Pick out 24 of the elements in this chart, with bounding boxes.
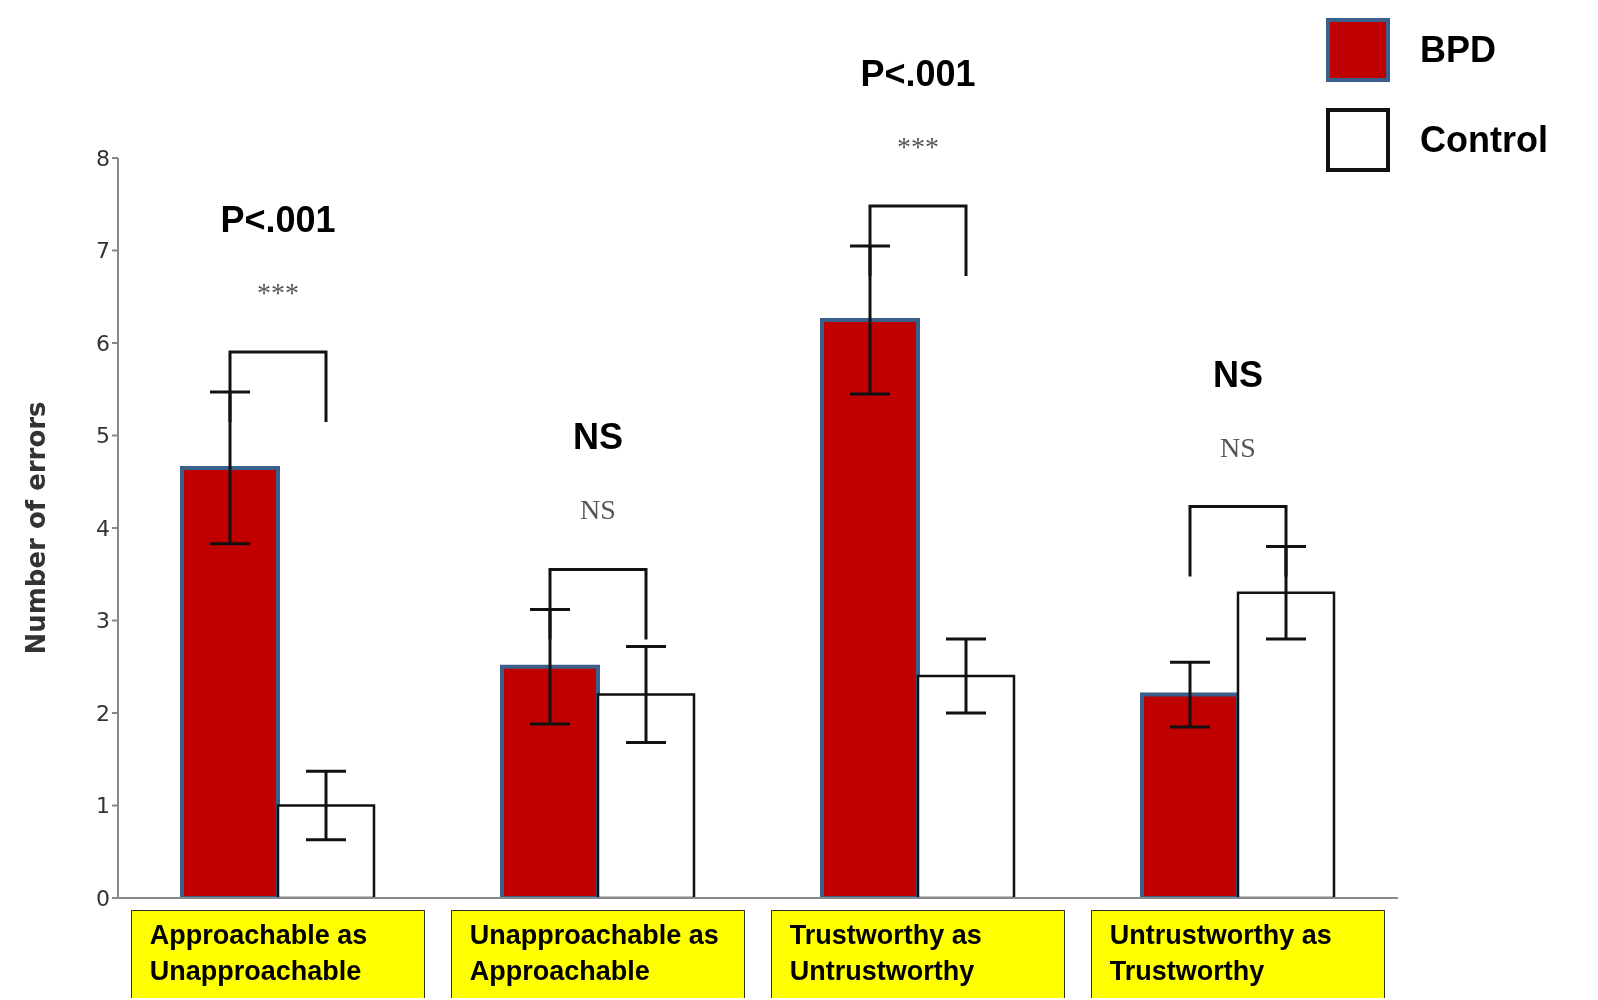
y-tick-label: 2	[96, 700, 110, 726]
x-tick-label: Unapproachable as Approachable	[450, 910, 746, 1000]
text: P<.001	[860, 52, 976, 94]
y-tick-label: 4	[96, 515, 110, 541]
annotation: NS	[580, 494, 616, 526]
y-tick-label: 5	[96, 423, 110, 449]
x-tick-label: Approachable as Unapproachable	[130, 910, 426, 1000]
y-tick-label: 7	[96, 238, 110, 264]
x-tick-label: Trustworthy as Untrustworthy	[770, 910, 1066, 1000]
annotation: NS	[1220, 431, 1256, 463]
y-axis-title: Number of errors	[21, 401, 52, 655]
legend-label: Control	[1420, 119, 1548, 161]
legend-label: BPD	[1420, 29, 1497, 71]
annotation: P<.001	[220, 199, 336, 241]
x-tick-label: Untrustworthy as Trustworthy	[1090, 910, 1386, 1000]
annotation: NS	[572, 416, 624, 458]
annotation: ***	[897, 130, 939, 162]
y-tick-label: 0	[96, 885, 110, 911]
y-tick-label: 6	[96, 330, 110, 356]
annotation: ***	[257, 277, 299, 309]
y-tick-label: 8	[96, 145, 110, 171]
y-tick-label: 3	[96, 608, 110, 634]
y-tick-label: 1	[96, 793, 110, 819]
annotation: NS	[1212, 353, 1264, 395]
